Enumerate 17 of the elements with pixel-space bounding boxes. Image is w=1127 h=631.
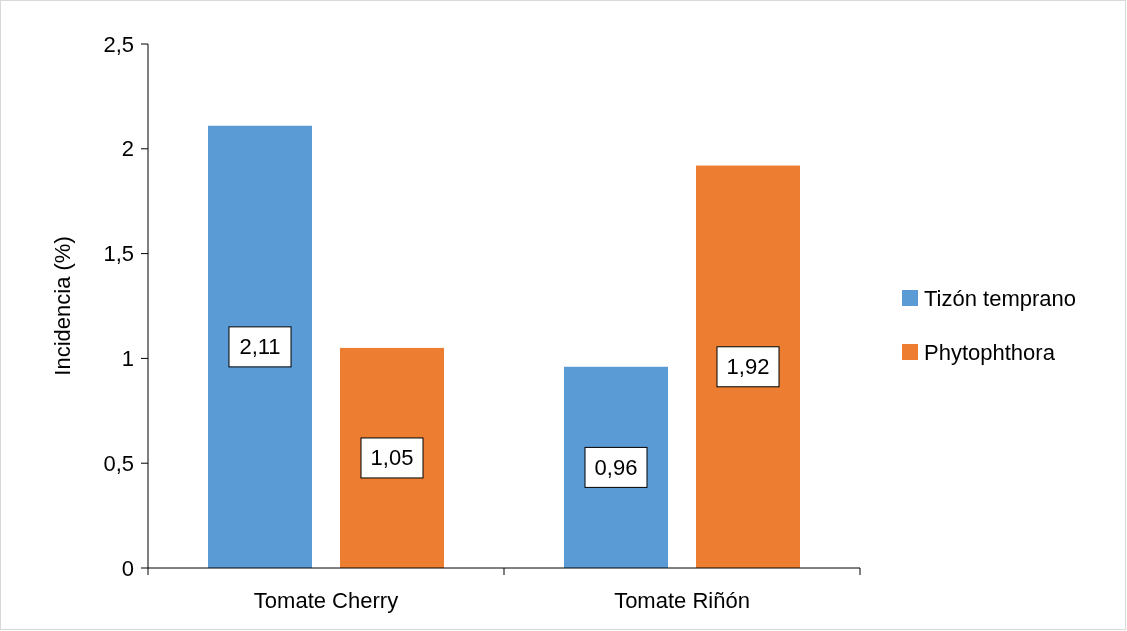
data-label: 0,96 [594, 454, 638, 480]
y-tick-label: 0,5 [103, 450, 134, 476]
y-tick-label: 2 [121, 136, 134, 162]
bar [696, 165, 800, 568]
legend-label: Tizón temprano [924, 285, 1077, 311]
y-tick-label: 0 [121, 555, 134, 581]
y-tick-label: 1,5 [103, 241, 134, 267]
data-label: 2,11 [239, 334, 281, 360]
x-tick-label: Tomate Cherry [253, 588, 399, 613]
legend-label: Phytophthora [924, 339, 1056, 365]
y-tick-label: 1 [121, 345, 134, 371]
bar [208, 125, 312, 568]
data-label: 1,05 [370, 445, 414, 471]
data-label: 1,92 [726, 354, 770, 380]
y-axis-title: Incidencia (%) [50, 236, 75, 376]
x-tick-label: Tomate Riñón [614, 588, 750, 613]
y-tick-label: 2,5 [103, 31, 134, 57]
